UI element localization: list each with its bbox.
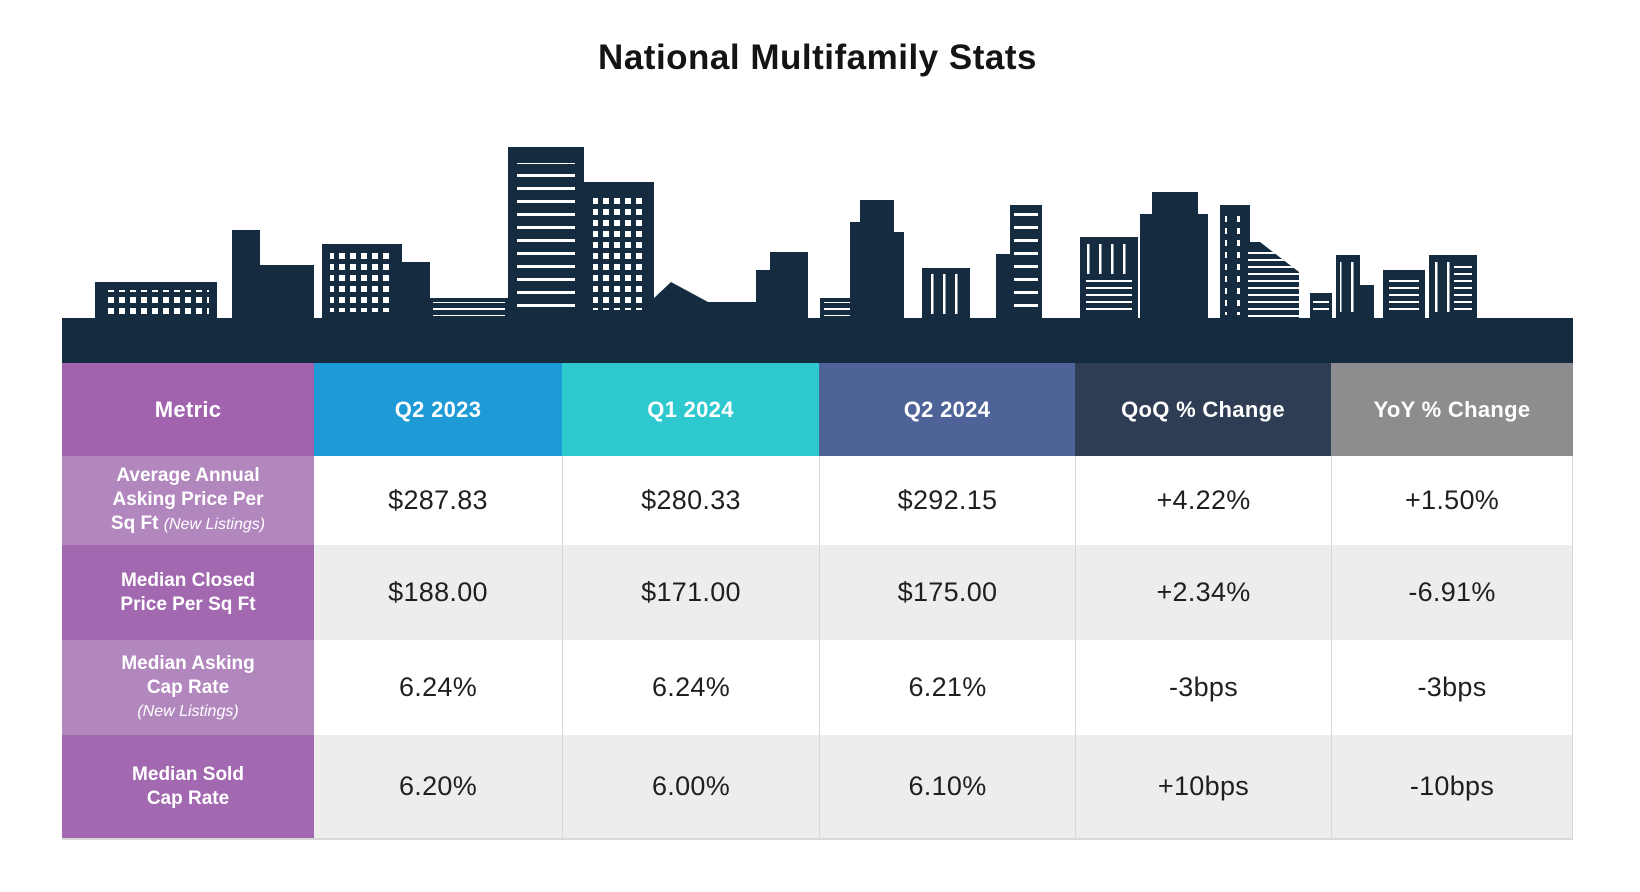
column-header-qoq-change: QoQ % Change: [1075, 363, 1331, 456]
metric-cell: Median Closed Price Per Sq Ft: [62, 545, 314, 640]
metric-line: Median Closed: [120, 569, 256, 591]
building-windows: [330, 252, 394, 312]
value-cell: $280.33: [562, 456, 819, 545]
column-header-q2-2024: Q2 2024: [819, 363, 1075, 456]
metric-line: Asking Price Per: [112, 489, 264, 510]
metric-line: Cap Rate: [146, 787, 230, 809]
table-header-row: Metric Q2 2023 Q1 2024 Q2 2024 QoQ % Cha…: [62, 363, 1573, 456]
value-cell: +1.50%: [1331, 456, 1573, 545]
metric-line: Price Per Sq Ft: [120, 593, 256, 615]
column-header-q2-2023: Q2 2023: [314, 363, 562, 456]
building: [770, 252, 808, 322]
building-windows: [1248, 248, 1299, 318]
value-cell: 6.20%: [314, 735, 562, 838]
building: [232, 230, 260, 340]
metric-line: Sq Ft: [110, 513, 159, 534]
building: [1152, 192, 1198, 322]
building: [850, 222, 860, 322]
page-title: National Multifamily Stats: [598, 38, 1037, 77]
value-cell: $171.00: [562, 545, 819, 640]
metric-cell: Median Asking Cap Rate (New Listings): [62, 640, 314, 735]
building: [1360, 285, 1374, 322]
metric-line: Average Annual: [116, 465, 260, 486]
value-cell: $175.00: [819, 545, 1075, 640]
value-cell: 6.24%: [314, 640, 562, 735]
metric-note: (New Listings): [137, 702, 239, 720]
table-row-median-closed-price: Median Closed Price Per Sq Ft $188.00 $1…: [62, 545, 1573, 640]
stats-table: Metric Q2 2023 Q1 2024 Q2 2024 QoQ % Cha…: [62, 363, 1573, 840]
value-cell: 6.00%: [562, 735, 819, 838]
value-cell: +4.22%: [1075, 456, 1331, 545]
metric-cell: Median Sold Cap Rate: [62, 735, 314, 838]
building-windows: [1086, 244, 1132, 274]
value-cell: -3bps: [1331, 640, 1573, 735]
table-row-avg-asking-price: Average Annual Asking Price Per Sq Ft (N…: [62, 456, 1573, 545]
table-row-median-asking-cap-rate: Median Asking Cap Rate (New Listings) 6.…: [62, 640, 1573, 735]
value-cell: 6.21%: [819, 640, 1075, 735]
building-windows: [1313, 297, 1329, 315]
metric-note: (New Listings): [163, 516, 266, 533]
value-cell: 6.24%: [562, 640, 819, 735]
metric-line: Cap Rate: [146, 676, 230, 698]
building: [1198, 214, 1208, 322]
building: [653, 282, 708, 318]
column-header-metric: Metric: [62, 363, 314, 456]
building-windows: [1340, 262, 1356, 312]
value-cell: $292.15: [819, 456, 1075, 545]
building-windows: [1454, 262, 1472, 312]
building-windows: [1389, 277, 1419, 314]
value-cell: -10bps: [1331, 735, 1573, 838]
column-header-yoy-change: YoY % Change: [1331, 363, 1573, 456]
value-cell: 6.10%: [819, 735, 1075, 838]
city-skyline-graphic: [62, 147, 1573, 363]
building-windows: [103, 290, 209, 314]
value-cell: -3bps: [1075, 640, 1331, 735]
building: [996, 254, 1010, 322]
building-windows: [517, 163, 575, 311]
building-windows: [1434, 262, 1450, 312]
value-cell: +10bps: [1075, 735, 1331, 838]
building: [1140, 214, 1152, 322]
column-header-q1-2024: Q1 2024: [562, 363, 819, 456]
skyline-buildings: [62, 147, 1573, 363]
metric-line: Median Asking: [121, 652, 255, 674]
value-cell: $287.83: [314, 456, 562, 545]
metric-last-line: Sq Ft (New Listings): [111, 512, 265, 537]
metric-line: Median Sold: [132, 763, 244, 785]
building-windows: [1225, 213, 1245, 315]
building: [860, 200, 894, 322]
building: [260, 265, 314, 340]
building: [708, 302, 768, 322]
value-cell: -6.91%: [1331, 545, 1573, 640]
value-cell: +2.34%: [1075, 545, 1331, 640]
value-cell: $188.00: [314, 545, 562, 640]
metric-cell: Average Annual Asking Price Per Sq Ft (N…: [62, 456, 314, 545]
building-windows: [593, 194, 645, 310]
building-windows: [1086, 278, 1132, 314]
building: [894, 232, 904, 322]
building-windows: [928, 274, 964, 314]
building: [402, 262, 430, 332]
building-windows: [433, 302, 505, 316]
building-windows: [1014, 213, 1038, 313]
table-row-median-sold-cap-rate: Median Sold Cap Rate 6.20% 6.00% 6.10% +…: [62, 735, 1573, 838]
building: [756, 270, 770, 322]
